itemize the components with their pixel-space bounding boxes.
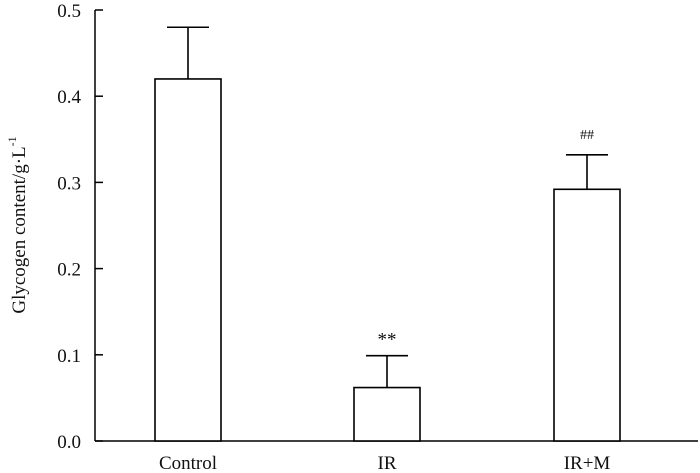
y-tick-label: 0.3: [57, 173, 81, 194]
bars: [154, 78, 621, 442]
x-axis-labels: Control IR IR+M: [159, 453, 610, 473]
y-axis-ticks: 0.0 0.1 0.2 0.3 0.4 0.5: [57, 1, 103, 453]
x-category-label: IR+M: [564, 453, 611, 473]
y-axis-label-text: Glycogen content/g·L: [9, 146, 30, 313]
error-bars: [167, 26, 608, 388]
y-tick-label: 0.4: [57, 87, 81, 108]
bar-ir-m: [553, 188, 621, 442]
y-axis-label-superscript: -1: [5, 136, 19, 146]
bar-ir: [353, 386, 421, 442]
x-category-label: IR: [378, 453, 397, 473]
y-tick-label: 0.5: [57, 1, 81, 22]
y-tick-label: 0.0: [57, 432, 81, 453]
y-tick-label: 0.1: [57, 346, 81, 367]
significance-annotation: ##: [580, 128, 594, 143]
y-axis-label: Glycogen content/g·L-1: [5, 136, 30, 313]
bar-control: [154, 78, 222, 442]
significance-annotation: **: [378, 330, 397, 351]
y-tick-label: 0.2: [57, 260, 81, 281]
x-category-label: Control: [159, 453, 217, 473]
annotations: ** ##: [378, 128, 595, 351]
